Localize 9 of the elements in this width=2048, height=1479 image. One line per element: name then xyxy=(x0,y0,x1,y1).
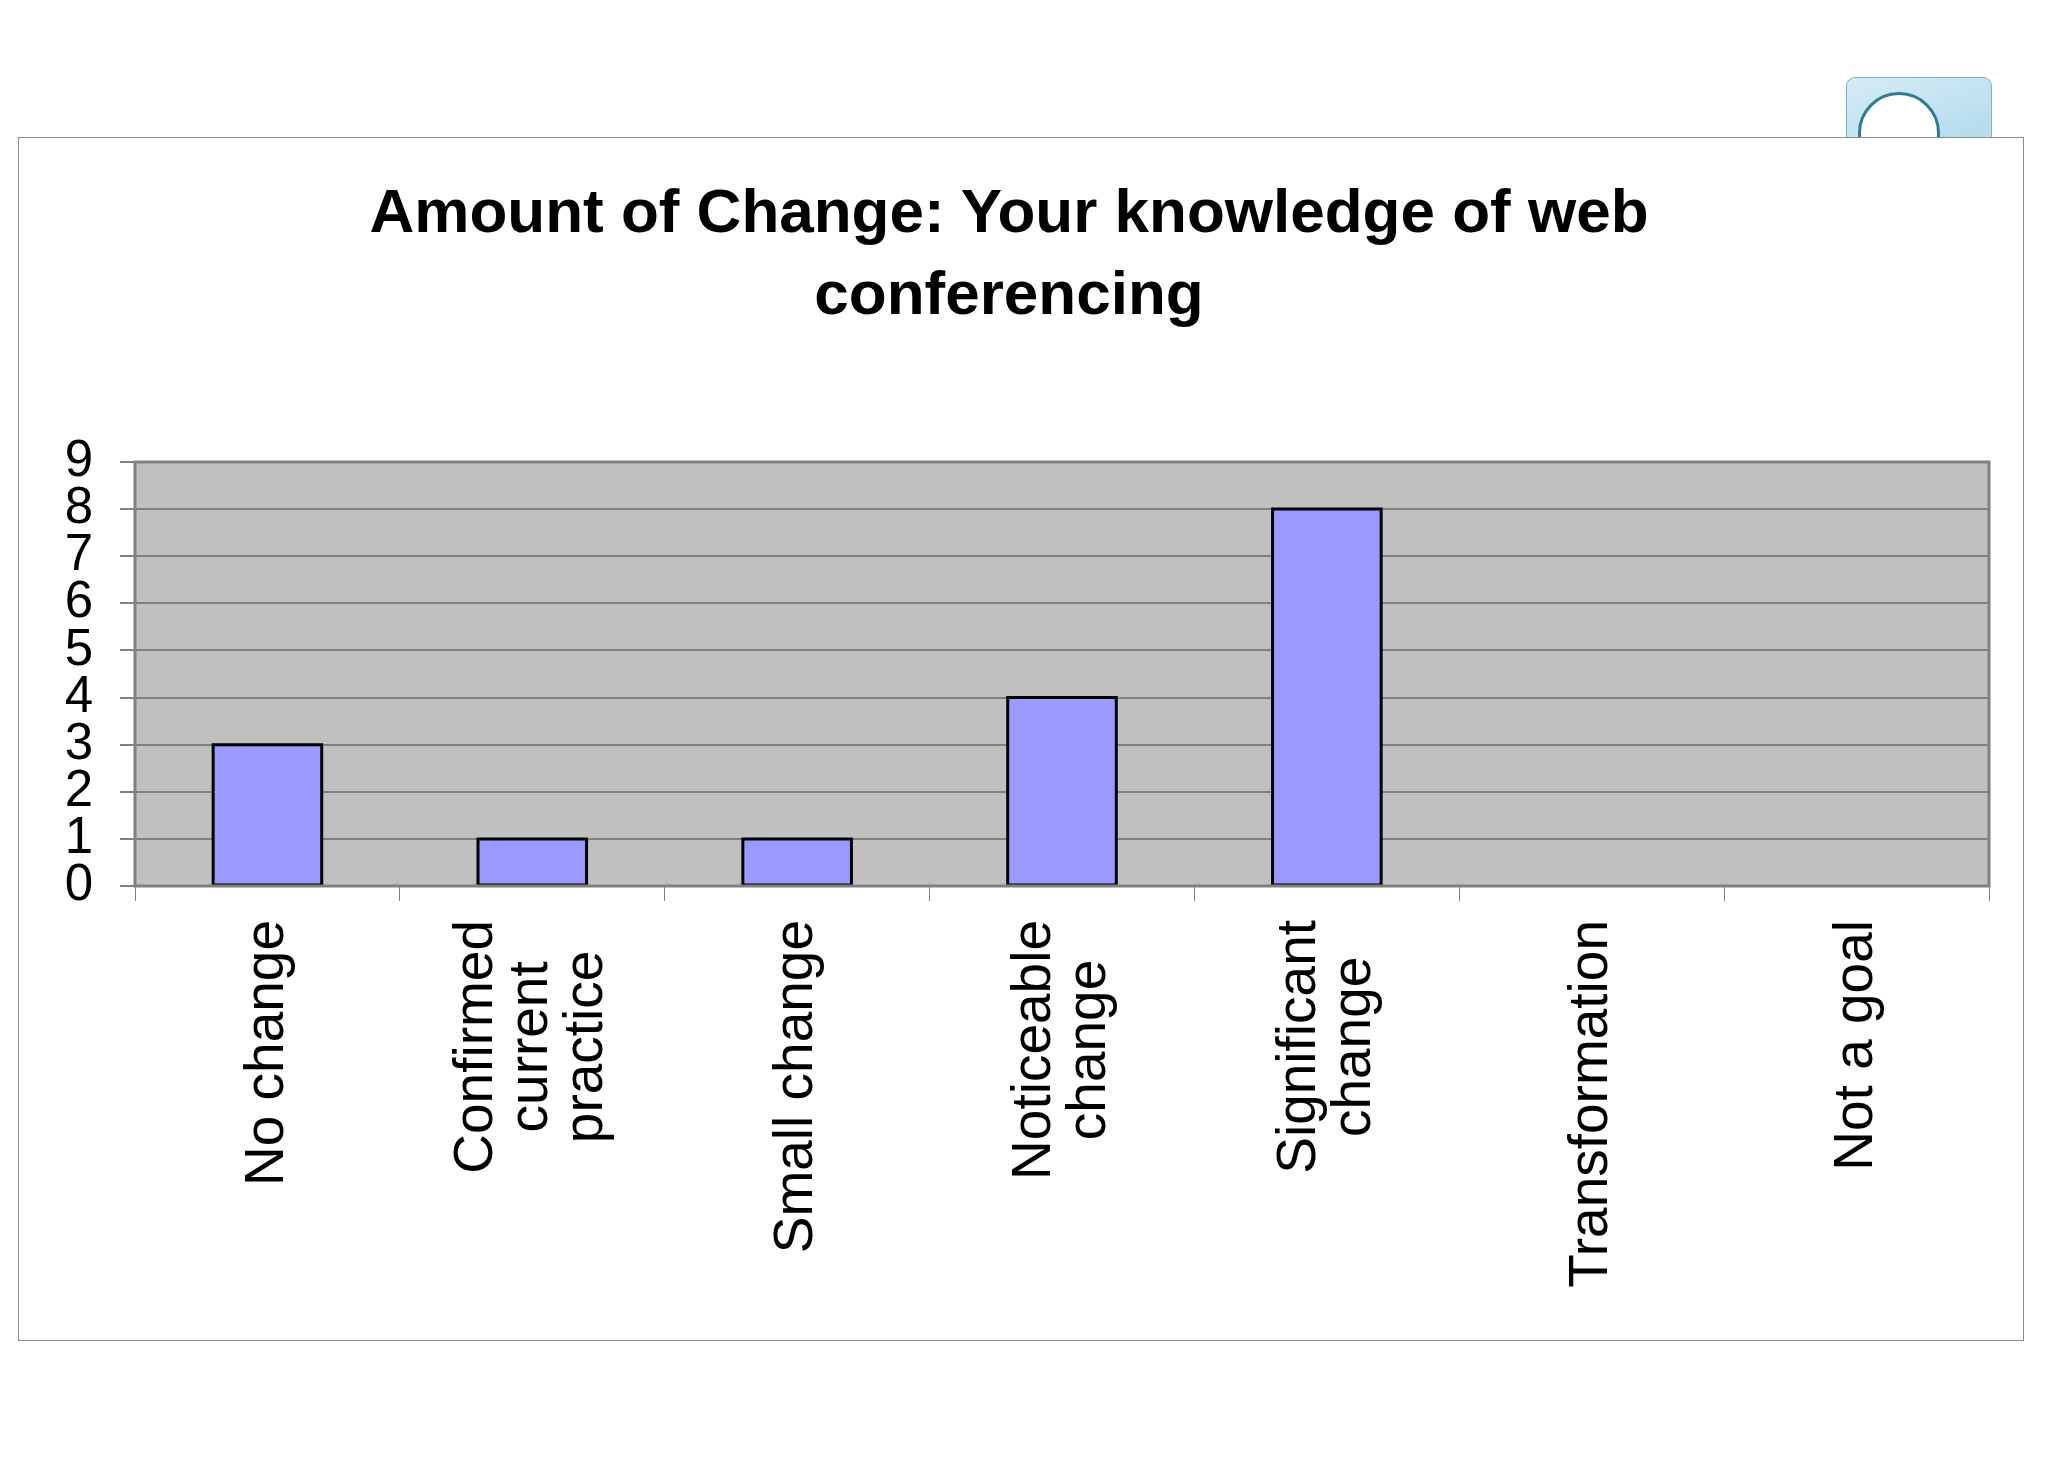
chart-title: Amount of Change: Your knowledge of web conferencing xyxy=(369,176,1649,328)
y-tick-label: 8 xyxy=(64,477,93,535)
x-tick-label: Not a goal xyxy=(1821,919,1884,1171)
x-tick-label: Small change xyxy=(762,920,825,1254)
x-tick-label: Transformation xyxy=(1556,920,1619,1288)
x-tick-label: No change xyxy=(232,920,295,1187)
x-tick-label: Significant change xyxy=(1264,920,1382,1174)
x-tick-label: Noticeable change xyxy=(999,919,1117,1180)
x-tick-label: Confirmed current practice xyxy=(442,919,615,1174)
